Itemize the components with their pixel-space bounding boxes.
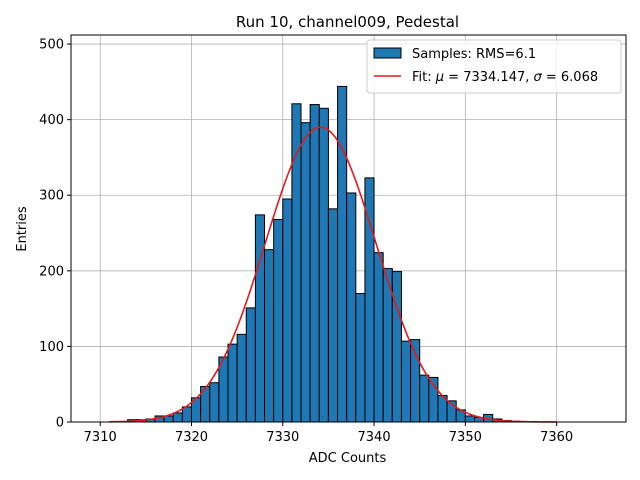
y-axis-label: Entries <box>15 206 30 252</box>
legend: Samples: RMS=6.1 Fit: μ = 7334.147, σ = … <box>366 39 622 94</box>
histogram-bar <box>172 412 183 423</box>
y-tick-label: 400 <box>39 113 64 128</box>
histogram-bar <box>318 107 329 423</box>
y-tick-label: 100 <box>39 340 64 355</box>
histogram-bar <box>209 382 220 423</box>
histogram-bar <box>264 249 275 423</box>
x-tick-label: 7350 <box>449 430 482 445</box>
histogram-bar <box>282 198 293 423</box>
histogram-bar <box>236 333 247 423</box>
x-tick-label: 7340 <box>358 430 391 445</box>
y-tick-label: 300 <box>39 189 64 204</box>
histogram-bar <box>218 356 229 423</box>
chart-title: Run 10, channel009, Pedestal <box>236 13 459 31</box>
histogram-bar <box>355 293 366 423</box>
fit-curve <box>109 126 557 423</box>
legend-samples-label: Samples: RMS=6.1 <box>412 47 536 62</box>
legend-box <box>366 39 622 94</box>
histogram-bar <box>291 103 302 423</box>
histogram-bar <box>327 208 339 423</box>
x-tick-label: 7320 <box>175 430 208 445</box>
x-tick-label: 7310 <box>84 430 117 445</box>
y-tick-label: 0 <box>56 416 64 431</box>
histogram-bar <box>337 85 348 423</box>
histogram-bar <box>400 340 412 423</box>
x-axis-label: ADC Counts <box>309 451 387 466</box>
x-tick-label: 7330 <box>266 430 299 445</box>
legend-samples-swatch <box>373 47 402 59</box>
legend-fit-label: Fit: μ = 7334.147, σ = 6.068 <box>412 70 598 85</box>
y-tick-label: 500 <box>39 38 64 53</box>
histogram-bar <box>300 122 311 423</box>
histogram-bar <box>254 214 266 423</box>
plot-frame <box>70 34 627 423</box>
histogram-bar <box>419 374 430 423</box>
histogram-bar <box>245 307 256 423</box>
histogram-bar <box>391 271 402 423</box>
histogram-bar <box>227 343 238 423</box>
x-tick-label: 7360 <box>540 430 573 445</box>
histogram-bar <box>181 406 192 423</box>
axis-ticks: 7310 7320 7330 7340 7350 7360 0 100 200 300 400 500 <box>39 38 573 445</box>
histogram-bar <box>464 415 475 423</box>
histogram-bar <box>309 104 320 423</box>
histogram-bar <box>373 252 384 423</box>
histogram-bars <box>127 85 521 423</box>
histogram-bar <box>346 192 357 423</box>
histogram-bar <box>273 218 284 423</box>
y-tick-label: 200 <box>39 264 64 279</box>
